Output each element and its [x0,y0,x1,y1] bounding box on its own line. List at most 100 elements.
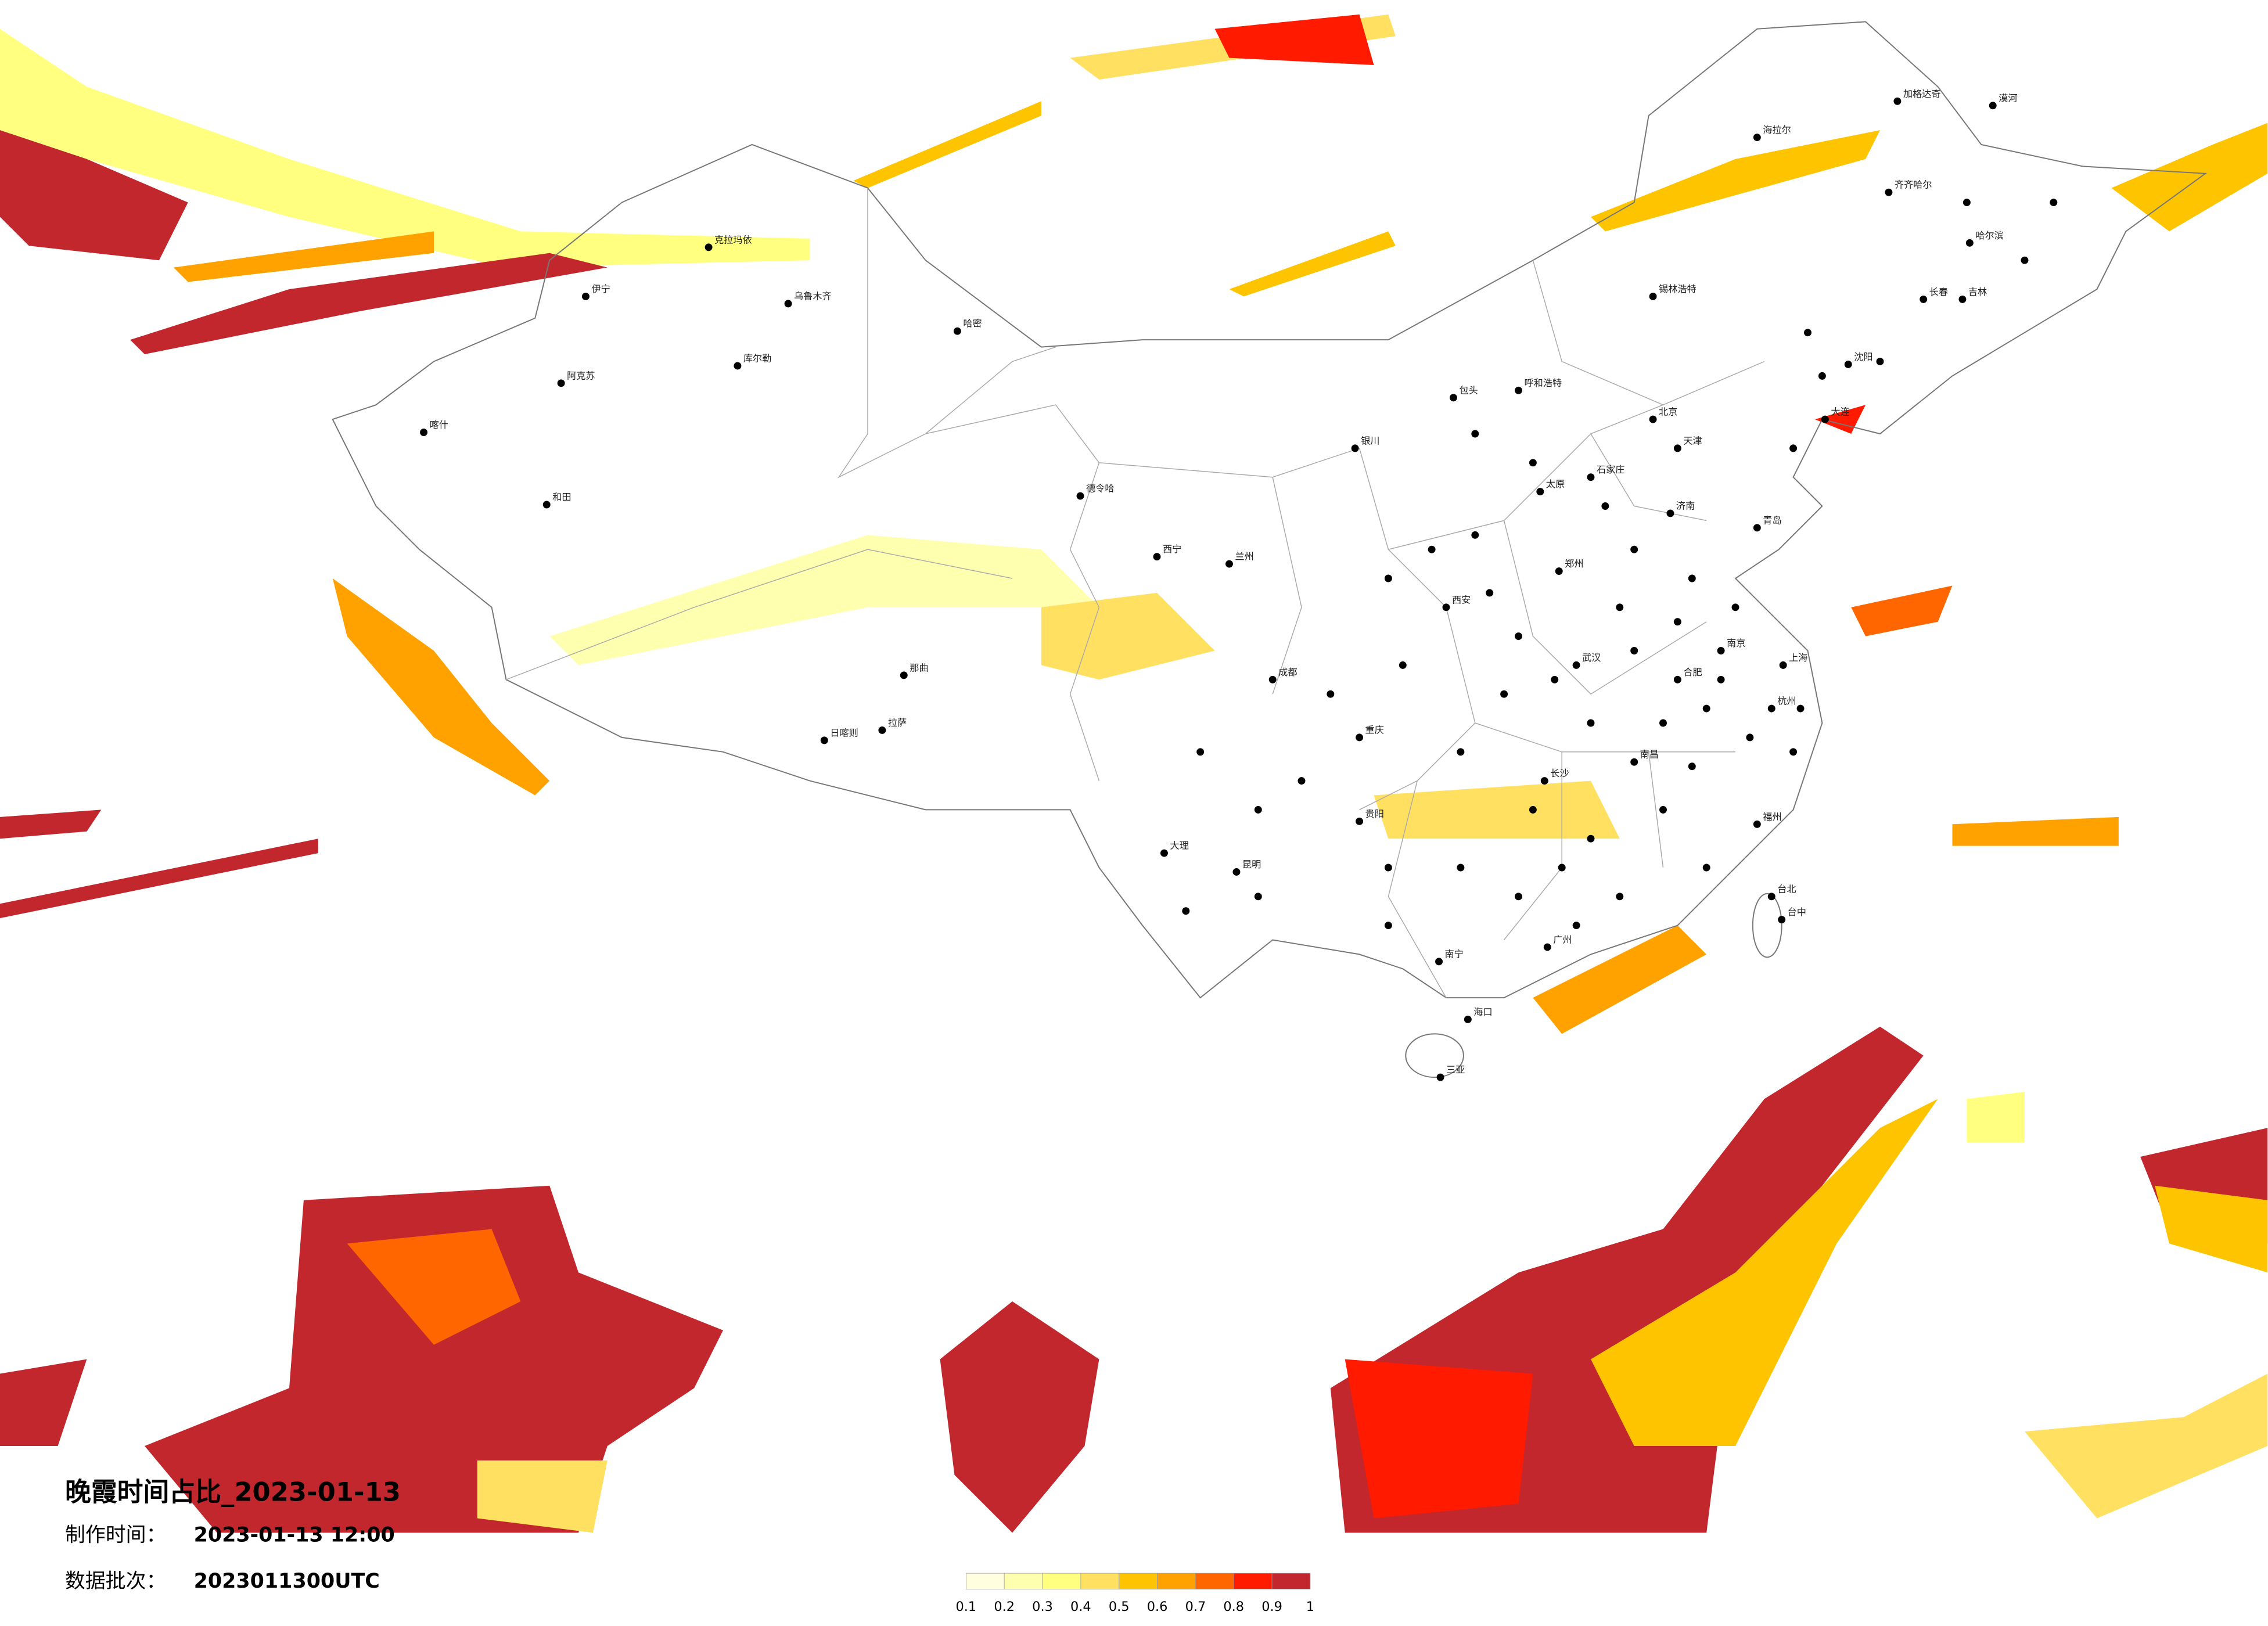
station-dot [1963,199,1971,207]
colorbar-swatch [1157,1573,1196,1589]
station-dot [1254,893,1262,901]
city-label: 漠河 [1999,92,2017,103]
city-label: 包头 [1459,384,1478,395]
station-dot [1630,545,1638,553]
city-label: 喀什 [430,419,448,430]
city-dot [1435,958,1443,966]
station-dot [2050,199,2058,207]
station-dot [1384,864,1392,872]
colorbar-swatch [1042,1573,1081,1589]
city-dot [1753,134,1761,142]
city-label: 哈密 [963,318,982,329]
hainan [1405,1033,1464,1078]
city-dot [1449,394,1457,402]
info-block: 晚霞时间占比_2023-01-13 制作时间： 2023-01-13 12:00… [65,1477,401,1593]
border [332,21,2208,999]
city-dot [1649,415,1657,423]
colorbar-tick-label: 0.3 [1032,1599,1053,1614]
colorbar-tick-label: 1 [1306,1599,1314,1614]
city-dot [1555,567,1563,575]
heat-area [0,28,810,268]
heat-area [0,810,102,839]
station-dot [1616,893,1624,901]
city-label: 贵阳 [1365,808,1384,819]
station-dot [1182,907,1190,915]
city-dot [1153,553,1161,561]
station-dot [1818,372,1826,380]
city-dot [1436,1073,1444,1081]
city-label: 大连 [1831,406,1849,418]
city-label: 上海 [1789,652,1807,663]
city-label: 阿克苏 [567,370,595,381]
heat-area [347,1229,521,1345]
city-label: 台北 [1777,883,1796,894]
city-label: 北京 [1659,406,1677,418]
city-dot [1543,943,1551,951]
colorbar-tick-label: 0.5 [1109,1599,1130,1614]
colorbar-swatch [1119,1573,1158,1589]
city-dot [1351,444,1359,452]
heat-area [549,535,1099,665]
city-dot [1356,733,1364,742]
station-dot [1399,661,1407,669]
station-dot [1673,618,1681,626]
city-label: 海口 [1473,1006,1492,1017]
city-label: 郑州 [1565,558,1583,569]
station-dot [1471,430,1479,438]
taiwan [1752,893,1782,958]
heat-area [145,1185,723,1533]
station-dot [1702,864,1710,872]
city-dot [542,501,551,509]
station-dot [1731,603,1739,611]
batch: 2023011300UTC [194,1570,380,1593]
heat-area [0,1359,87,1446]
city-dot [1536,488,1544,496]
station-dot [1601,502,1609,510]
heat-area [1041,592,1215,680]
heat-area [1214,14,1374,66]
city-dot [1076,492,1084,500]
city-dot [1717,647,1725,654]
station-dot [1457,748,1465,756]
station-dot [1471,531,1479,539]
city-dot [1989,102,1997,110]
colorbar-swatch [1271,1573,1311,1589]
city-label: 济南 [1676,500,1695,511]
station-dot [1616,603,1624,611]
city-dot [705,243,713,251]
city-dot [1232,868,1241,876]
heat-area [1374,780,1620,839]
city-label: 福州 [1763,811,1781,822]
city-dot [1673,675,1681,684]
city-label: 那曲 [910,662,928,673]
heat-area [1851,585,1953,636]
city-dot [1753,524,1761,532]
city-label: 长春 [1929,286,1948,297]
station-dot [1659,719,1667,727]
city-dot [1779,661,1787,669]
heat-area [1967,1091,2025,1143]
station-dot [2021,256,2029,264]
colorbar-tick-label: 0.4 [1070,1599,1091,1614]
city-dot [1649,292,1657,300]
title: 晚霞时间占比_2023-01-13 [65,1477,401,1508]
station-dot [1551,675,1559,684]
station-dot [1500,690,1508,698]
city-dot [420,429,428,436]
heat-area [2111,123,2268,232]
city-dot [1225,560,1233,568]
city-label: 南宁 [1445,948,1464,959]
city-dot [1767,704,1775,713]
city-dot [784,300,792,308]
station-dot [1688,762,1696,771]
city-dot [1160,849,1168,857]
made-time: 2023-01-13 12:00 [194,1523,395,1546]
station-dot [1630,647,1638,654]
city-dot [900,671,908,679]
station-dot [1529,805,1537,814]
city-dot [1821,415,1829,423]
city-dot [1767,893,1775,901]
city-label: 伊宁 [591,283,610,294]
colorbar-swatch [965,1573,1005,1589]
